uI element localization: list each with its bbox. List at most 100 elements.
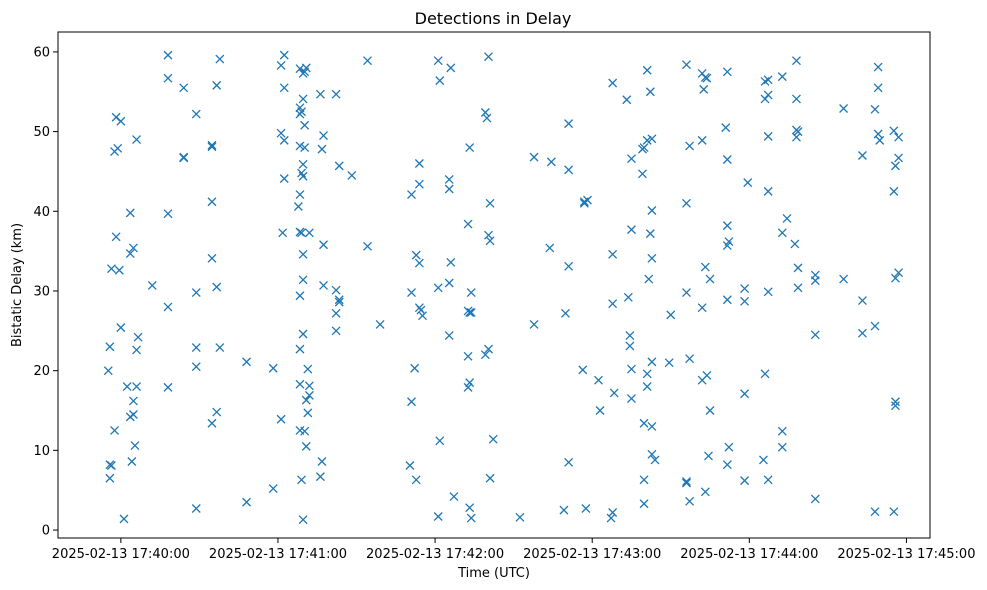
detection-point xyxy=(300,426,310,436)
detection-point xyxy=(645,87,655,97)
detection-point xyxy=(578,365,588,375)
detection-point xyxy=(564,261,574,271)
detection-point xyxy=(488,434,498,444)
x-tick-label: 2025-02-13 17:44:00 xyxy=(680,547,818,562)
detection-point xyxy=(315,89,325,99)
detection-point xyxy=(331,89,341,99)
detection-point xyxy=(295,109,305,119)
detection-point xyxy=(721,123,731,133)
detection-point xyxy=(276,128,286,138)
x-tick-label: 2025-02-13 17:40:00 xyxy=(52,547,190,562)
detection-point xyxy=(894,268,904,278)
detection-point xyxy=(529,152,539,162)
detection-point xyxy=(793,263,803,273)
detection-point xyxy=(295,344,305,354)
detection-point xyxy=(559,505,569,515)
y-tick-label: 30 xyxy=(33,284,50,299)
detection-point xyxy=(133,332,143,342)
detection-point xyxy=(740,296,750,306)
detection-point xyxy=(446,257,456,267)
detection-point xyxy=(215,54,225,64)
detection-point xyxy=(609,388,619,398)
detection-point xyxy=(132,382,142,392)
detection-point xyxy=(810,330,820,340)
detection-point xyxy=(870,321,880,331)
detection-point xyxy=(642,135,652,145)
detection-point xyxy=(276,414,286,424)
detection-point xyxy=(433,56,443,66)
detection-point xyxy=(331,285,341,295)
detection-point xyxy=(564,457,574,467)
detection-point xyxy=(418,311,427,321)
detection-point xyxy=(465,308,475,317)
detection-point xyxy=(740,389,750,399)
detection-point xyxy=(128,243,138,253)
detection-point xyxy=(414,159,424,168)
detection-point xyxy=(295,190,305,200)
detection-point xyxy=(207,253,217,263)
detection-point xyxy=(889,126,899,136)
detection-point xyxy=(331,326,341,336)
x-tick-label: 2025-02-13 17:43:00 xyxy=(523,547,661,562)
detection-point xyxy=(480,350,490,360)
detection-point xyxy=(411,250,421,260)
detection-point xyxy=(763,287,773,297)
detection-point xyxy=(645,229,655,239)
chart-title: Detections in Delay xyxy=(415,9,572,28)
detection-point xyxy=(304,390,314,400)
detection-point xyxy=(298,329,308,339)
detection-point xyxy=(857,296,867,305)
detection-point xyxy=(894,132,904,142)
detection-point xyxy=(207,142,217,152)
detection-point xyxy=(414,258,424,268)
detection-point xyxy=(132,345,142,355)
detection-point xyxy=(446,63,456,73)
y-tick-label: 50 xyxy=(33,125,50,140)
detection-point xyxy=(147,280,157,290)
detection-point xyxy=(608,78,618,88)
detection-point xyxy=(132,135,142,145)
detection-point xyxy=(642,65,652,75)
detection-point xyxy=(449,492,459,502)
detection-point xyxy=(410,363,420,373)
detection-point xyxy=(278,228,288,238)
detection-point xyxy=(480,108,490,117)
detection-point xyxy=(722,460,732,470)
detection-point xyxy=(581,504,591,513)
detection-point xyxy=(484,230,493,240)
detection-point xyxy=(594,375,603,385)
detection-point xyxy=(627,154,636,164)
detection-point xyxy=(295,291,305,301)
detection-point xyxy=(647,134,657,144)
detection-point xyxy=(298,159,308,169)
detection-point xyxy=(106,264,116,274)
detection-point xyxy=(682,478,691,488)
detection-point xyxy=(207,140,217,150)
detection-point xyxy=(405,461,415,470)
detection-point xyxy=(279,50,289,60)
detection-point xyxy=(890,273,900,283)
detection-point xyxy=(529,319,539,329)
detection-point xyxy=(608,299,618,309)
detection-point xyxy=(722,241,732,251)
detection-point xyxy=(722,67,732,77)
detection-point xyxy=(114,265,124,275)
detection-point xyxy=(279,135,289,145)
detection-point xyxy=(682,288,691,298)
detection-point xyxy=(724,442,734,452)
detection-point xyxy=(319,280,328,290)
detection-point xyxy=(485,236,495,246)
detection-point xyxy=(125,412,135,422)
detection-point xyxy=(301,395,311,405)
detection-point xyxy=(682,476,691,486)
detection-point xyxy=(363,241,372,251)
detection-point xyxy=(758,455,768,465)
detection-point xyxy=(191,362,201,372)
detection-point xyxy=(763,475,773,485)
detection-point xyxy=(444,331,454,341)
detection-point xyxy=(810,276,820,286)
detection-point xyxy=(375,319,385,329)
y-tick-label: 60 xyxy=(33,45,50,60)
detection-point xyxy=(116,116,126,126)
